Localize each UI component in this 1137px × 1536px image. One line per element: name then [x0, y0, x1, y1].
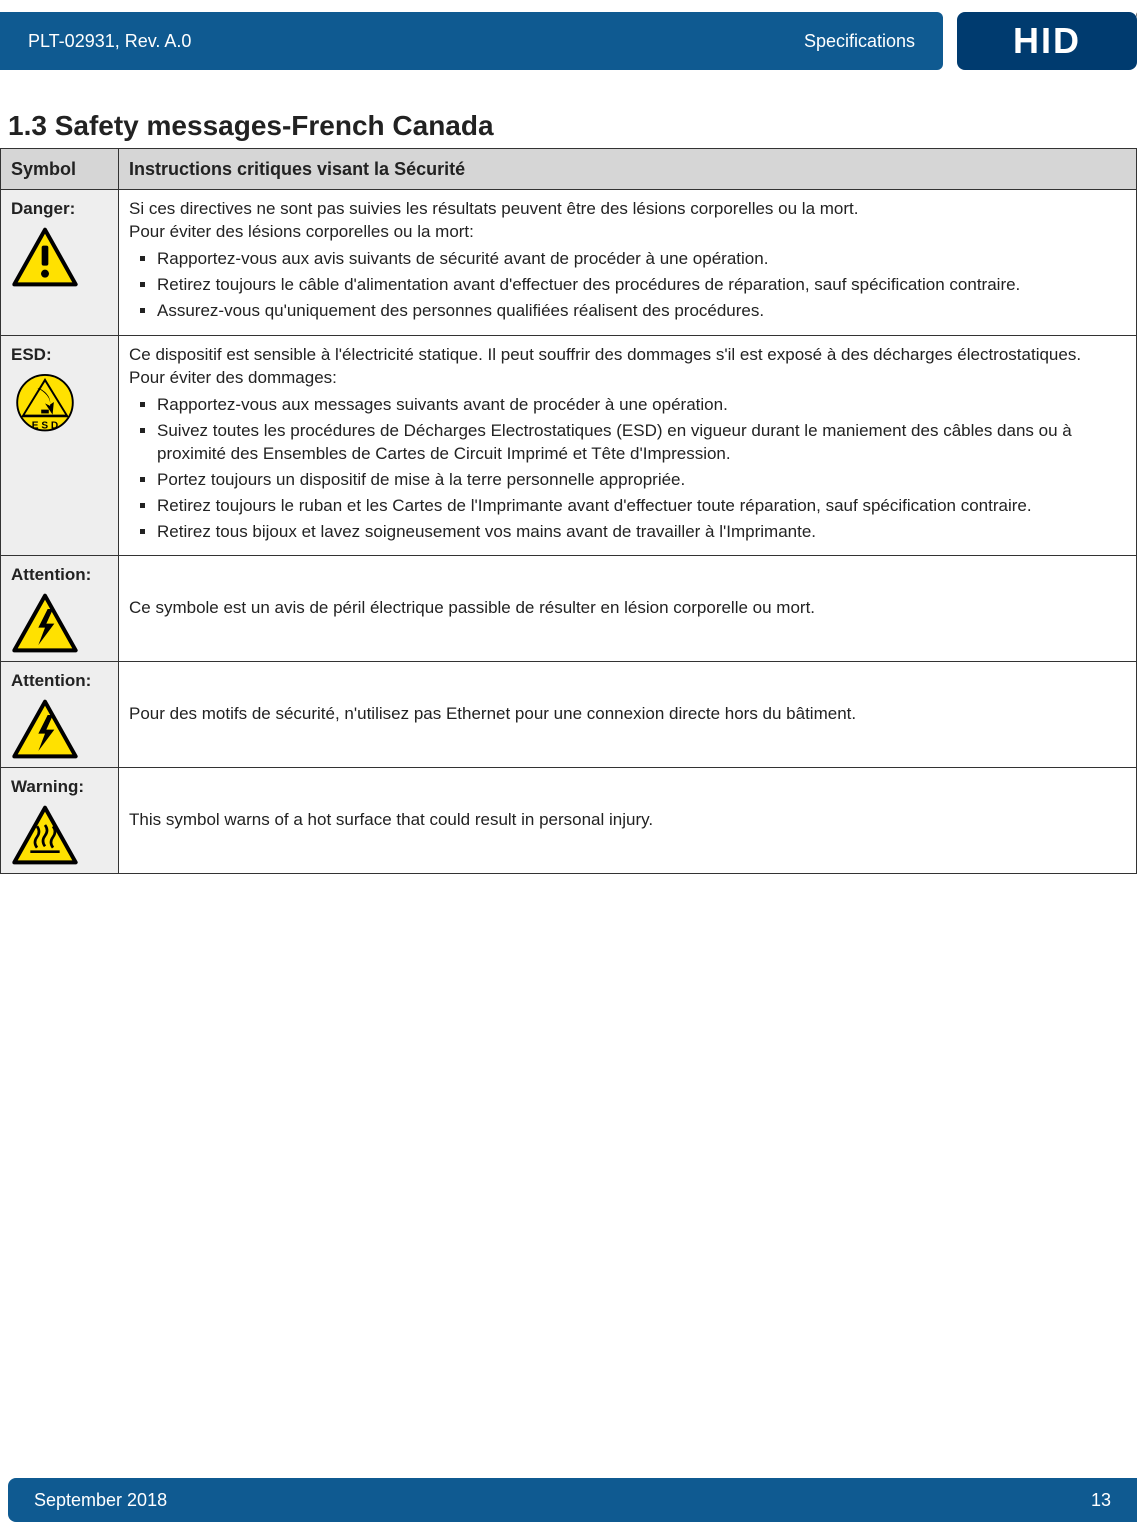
- bullet: Suivez toutes les procédures de Décharge…: [157, 420, 1126, 466]
- svg-text:E S D: E S D: [32, 421, 58, 432]
- intro-text: Ce dispositif est sensible à l'électrici…: [129, 344, 1126, 367]
- symbol-label: Attention:: [11, 670, 108, 693]
- footer-page: 13: [1091, 1490, 1111, 1511]
- symbol-cell: ESD: E S D: [1, 335, 119, 556]
- logo-text: HID: [1013, 20, 1081, 62]
- intro-text: Ce symbole est un avis de péril électriq…: [129, 597, 1126, 620]
- symbol-label: Danger:: [11, 198, 108, 221]
- symbol-cell: Attention:: [1, 556, 119, 662]
- table-row: Attention: Pour des motifs de sécurité, …: [1, 662, 1137, 768]
- bullet-list: Rapportez-vous aux messages suivants ava…: [157, 394, 1126, 544]
- danger-icon: [11, 227, 79, 287]
- instruction-cell: Pour des motifs de sécurité, n'utilisez …: [119, 662, 1137, 768]
- table-row: Danger: Si ces directives ne sont pas su…: [1, 190, 1137, 336]
- hid-logo: HID ®: [957, 12, 1137, 70]
- lead-text: Pour éviter des dommages:: [129, 367, 1126, 390]
- intro-text: Si ces directives ne sont pas suivies le…: [129, 198, 1126, 221]
- intro-text: This symbol warns of a hot surface that …: [129, 809, 1126, 832]
- safety-table: Symbol Instructions critiques visant la …: [0, 148, 1137, 874]
- table-row: Attention: Ce symbole est un avis de pér…: [1, 556, 1137, 662]
- symbol-cell: Warning:: [1, 768, 119, 874]
- table-row: ESD: E S D: [1, 335, 1137, 556]
- doc-id: PLT-02931, Rev. A.0: [28, 31, 191, 52]
- shock-icon: [11, 699, 79, 759]
- symbol-label: ESD:: [11, 344, 108, 367]
- instruction-cell: This symbol warns of a hot surface that …: [119, 768, 1137, 874]
- symbol-label: Attention:: [11, 564, 108, 587]
- section-title: 1.3 Safety messages-French Canada: [8, 110, 1137, 142]
- table-row: Warning: This symbol warn: [1, 768, 1137, 874]
- bullet-list: Rapportez-vous aux avis suivants de sécu…: [157, 248, 1126, 323]
- content: 1.3 Safety messages-French Canada Symbol…: [0, 70, 1137, 874]
- instruction-cell: Si ces directives ne sont pas suivies le…: [119, 190, 1137, 336]
- bullet: Retirez toujours le ruban et les Cartes …: [157, 495, 1126, 518]
- page: PLT-02931, Rev. A.0 Specifications HID ®…: [0, 12, 1137, 1536]
- footer: September 2018 13: [8, 1478, 1137, 1522]
- shock-icon: [11, 593, 79, 653]
- instruction-cell: Ce dispositif est sensible à l'électrici…: [119, 335, 1137, 556]
- symbol-cell: Attention:: [1, 662, 119, 768]
- hot-surface-icon: [11, 805, 79, 865]
- col-instructions: Instructions critiques visant la Sécurit…: [119, 149, 1137, 190]
- intro-text: Pour des motifs de sécurité, n'utilisez …: [129, 703, 1126, 726]
- bullet: Rapportez-vous aux avis suivants de sécu…: [157, 248, 1126, 271]
- header: PLT-02931, Rev. A.0 Specifications HID ®: [0, 12, 1137, 70]
- esd-icon: E S D: [11, 373, 79, 433]
- col-symbol: Symbol: [1, 149, 119, 190]
- instruction-cell: Ce symbole est un avis de péril électriq…: [119, 556, 1137, 662]
- header-bar: PLT-02931, Rev. A.0 Specifications: [0, 12, 943, 70]
- bullet: Rapportez-vous aux messages suivants ava…: [157, 394, 1126, 417]
- bullet: Retirez toujours le câble d'alimentation…: [157, 274, 1126, 297]
- bullet: Portez toujours un dispositif de mise à …: [157, 469, 1126, 492]
- symbol-label: Warning:: [11, 776, 108, 799]
- bullet: Assurez-vous qu'uniquement des personnes…: [157, 300, 1126, 323]
- lead-text: Pour éviter des lésions corporelles ou l…: [129, 221, 1126, 244]
- table-header-row: Symbol Instructions critiques visant la …: [1, 149, 1137, 190]
- footer-date: September 2018: [34, 1490, 167, 1511]
- header-section: Specifications: [804, 31, 915, 52]
- symbol-cell: Danger:: [1, 190, 119, 336]
- bullet: Retirez tous bijoux et lavez soigneuseme…: [157, 521, 1126, 544]
